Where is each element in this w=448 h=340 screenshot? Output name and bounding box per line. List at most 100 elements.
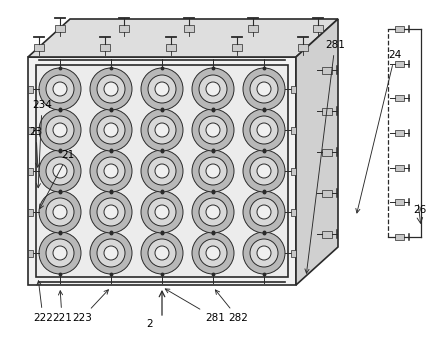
Circle shape	[192, 68, 234, 110]
Bar	[55, 25, 65, 32]
Polygon shape	[28, 57, 296, 285]
Bar	[166, 44, 176, 51]
Circle shape	[155, 82, 169, 96]
Circle shape	[243, 232, 285, 274]
Bar	[322, 107, 332, 115]
Circle shape	[148, 239, 176, 267]
Circle shape	[192, 232, 234, 274]
Bar	[291, 250, 296, 256]
Circle shape	[46, 116, 74, 144]
Text: 223: 223	[72, 290, 108, 323]
Bar	[322, 189, 332, 197]
Circle shape	[90, 191, 132, 233]
Circle shape	[257, 205, 271, 219]
Bar	[28, 208, 33, 216]
Circle shape	[250, 239, 278, 267]
Circle shape	[53, 205, 67, 219]
Bar	[28, 250, 33, 256]
Circle shape	[97, 239, 125, 267]
Circle shape	[53, 246, 67, 260]
Circle shape	[90, 109, 132, 151]
Bar	[298, 44, 308, 51]
Circle shape	[155, 246, 169, 260]
Bar	[322, 67, 332, 73]
Circle shape	[155, 123, 169, 137]
Bar	[395, 199, 404, 205]
Bar	[395, 95, 404, 101]
Circle shape	[53, 82, 67, 96]
Circle shape	[104, 205, 118, 219]
Circle shape	[250, 198, 278, 226]
Bar	[28, 126, 33, 134]
Bar	[395, 26, 404, 32]
Circle shape	[250, 157, 278, 185]
Circle shape	[97, 75, 125, 103]
Circle shape	[192, 191, 234, 233]
Bar	[119, 25, 129, 32]
Text: 222: 222	[33, 281, 53, 323]
Circle shape	[199, 75, 227, 103]
Bar	[100, 44, 110, 51]
Circle shape	[257, 123, 271, 137]
Circle shape	[104, 164, 118, 178]
Text: 282: 282	[215, 290, 248, 323]
Circle shape	[250, 116, 278, 144]
Circle shape	[104, 82, 118, 96]
Bar	[322, 231, 332, 238]
Circle shape	[141, 191, 183, 233]
Circle shape	[90, 232, 132, 274]
Circle shape	[97, 116, 125, 144]
Bar	[291, 168, 296, 174]
Circle shape	[53, 164, 67, 178]
Circle shape	[39, 232, 81, 274]
Circle shape	[39, 191, 81, 233]
Circle shape	[199, 116, 227, 144]
Polygon shape	[36, 65, 288, 277]
Circle shape	[97, 157, 125, 185]
Circle shape	[39, 109, 81, 151]
Circle shape	[148, 198, 176, 226]
Circle shape	[90, 68, 132, 110]
Circle shape	[46, 239, 74, 267]
Circle shape	[53, 123, 67, 137]
Circle shape	[46, 75, 74, 103]
Circle shape	[141, 68, 183, 110]
Bar	[322, 149, 332, 155]
Circle shape	[104, 246, 118, 260]
Circle shape	[148, 75, 176, 103]
Bar	[395, 165, 404, 171]
Circle shape	[141, 109, 183, 151]
Circle shape	[243, 68, 285, 110]
Circle shape	[257, 164, 271, 178]
Text: 23: 23	[30, 127, 43, 167]
Circle shape	[46, 157, 74, 185]
Bar	[184, 25, 194, 32]
Circle shape	[199, 239, 227, 267]
Bar	[313, 25, 323, 32]
Bar	[395, 234, 404, 240]
Text: 2: 2	[146, 319, 153, 329]
Bar	[291, 85, 296, 92]
Text: 26: 26	[414, 205, 426, 215]
Bar	[395, 61, 404, 67]
Circle shape	[104, 123, 118, 137]
Polygon shape	[296, 19, 338, 285]
Bar	[291, 208, 296, 216]
Circle shape	[97, 198, 125, 226]
Bar	[232, 44, 242, 51]
Text: 281: 281	[165, 289, 225, 323]
Bar	[248, 25, 258, 32]
Circle shape	[148, 157, 176, 185]
Text: 221: 221	[52, 291, 72, 323]
Text: 281: 281	[305, 40, 345, 273]
Circle shape	[243, 191, 285, 233]
Bar	[34, 44, 43, 51]
Circle shape	[206, 246, 220, 260]
Circle shape	[141, 232, 183, 274]
Circle shape	[155, 164, 169, 178]
Circle shape	[206, 82, 220, 96]
Circle shape	[243, 109, 285, 151]
Circle shape	[206, 123, 220, 137]
Circle shape	[192, 150, 234, 192]
Polygon shape	[28, 19, 338, 57]
